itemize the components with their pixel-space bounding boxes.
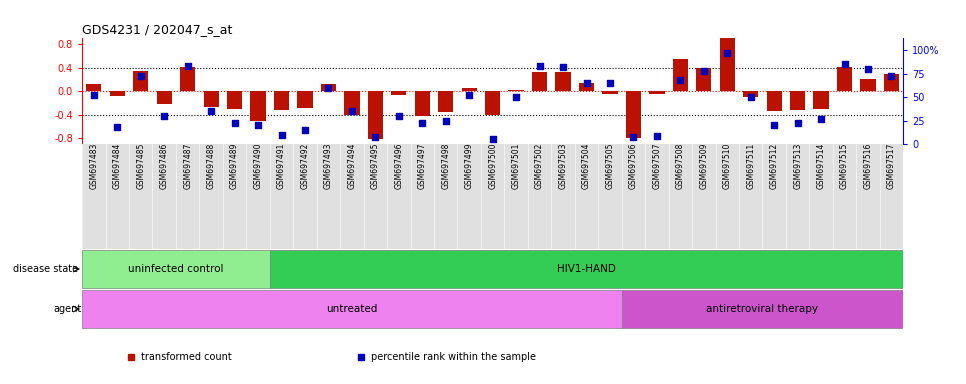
Point <box>696 68 712 74</box>
Point <box>555 64 571 70</box>
Bar <box>274 91 289 110</box>
Bar <box>110 91 125 96</box>
Point <box>462 92 477 98</box>
Point <box>109 124 125 130</box>
Point <box>579 80 594 86</box>
Bar <box>250 91 266 121</box>
Bar <box>790 91 806 110</box>
Point <box>298 127 313 133</box>
Bar <box>837 66 852 91</box>
Text: transformed count: transformed count <box>141 351 232 361</box>
Point <box>672 77 688 83</box>
Point <box>720 50 735 56</box>
Bar <box>133 71 149 91</box>
Bar <box>603 91 617 94</box>
Bar <box>82 290 622 328</box>
Point <box>743 94 758 100</box>
Bar <box>532 73 547 91</box>
Text: uninfected control: uninfected control <box>128 264 224 274</box>
Point <box>344 108 359 114</box>
Bar <box>270 250 903 288</box>
Bar <box>720 36 735 91</box>
Bar <box>508 90 524 91</box>
Point <box>766 122 781 128</box>
Bar <box>696 68 711 91</box>
Bar <box>368 91 383 139</box>
Point <box>180 63 195 69</box>
Point <box>391 113 407 119</box>
Point <box>250 122 266 128</box>
Bar <box>462 88 477 91</box>
Bar <box>767 91 781 111</box>
Point <box>273 132 289 138</box>
Bar <box>82 250 270 288</box>
Point <box>508 94 524 100</box>
Bar <box>298 91 313 108</box>
Point <box>227 120 242 126</box>
Bar <box>672 59 688 91</box>
Text: HIV1-HAND: HIV1-HAND <box>557 264 616 274</box>
Text: untreated: untreated <box>327 304 378 314</box>
Bar <box>86 84 101 91</box>
Bar <box>626 91 641 138</box>
Point <box>86 92 101 98</box>
Bar <box>180 66 195 91</box>
Point <box>532 63 548 69</box>
Bar <box>649 91 665 94</box>
Bar <box>227 91 242 109</box>
Bar <box>321 84 336 91</box>
Point <box>414 120 430 126</box>
Point <box>649 133 665 139</box>
Point <box>438 118 453 124</box>
Bar <box>485 91 500 115</box>
Point <box>133 73 149 79</box>
Bar <box>579 83 594 91</box>
Text: GDS4231 / 202047_s_at: GDS4231 / 202047_s_at <box>82 23 233 36</box>
Bar <box>391 91 407 95</box>
Point <box>368 134 384 141</box>
Bar <box>861 79 875 91</box>
Bar <box>884 74 899 91</box>
Point <box>861 66 876 72</box>
Point <box>837 61 852 67</box>
Bar <box>555 72 571 91</box>
Text: percentile rank within the sample: percentile rank within the sample <box>371 351 536 361</box>
Bar <box>414 91 430 116</box>
Text: disease state: disease state <box>13 264 78 274</box>
Bar <box>156 91 172 104</box>
Bar <box>344 91 359 115</box>
Bar <box>439 91 453 112</box>
Point <box>204 108 219 114</box>
Point <box>626 134 641 141</box>
Point <box>156 113 172 119</box>
Point <box>321 84 336 91</box>
Point <box>602 80 617 86</box>
Point <box>884 73 899 79</box>
Text: antiretroviral therapy: antiretroviral therapy <box>706 304 818 314</box>
Point <box>485 136 500 142</box>
Bar <box>204 91 218 107</box>
Bar <box>813 91 829 109</box>
Point <box>790 120 806 126</box>
Point <box>813 116 829 122</box>
Text: agent: agent <box>54 304 82 314</box>
Bar <box>622 290 903 328</box>
Bar <box>743 91 758 97</box>
